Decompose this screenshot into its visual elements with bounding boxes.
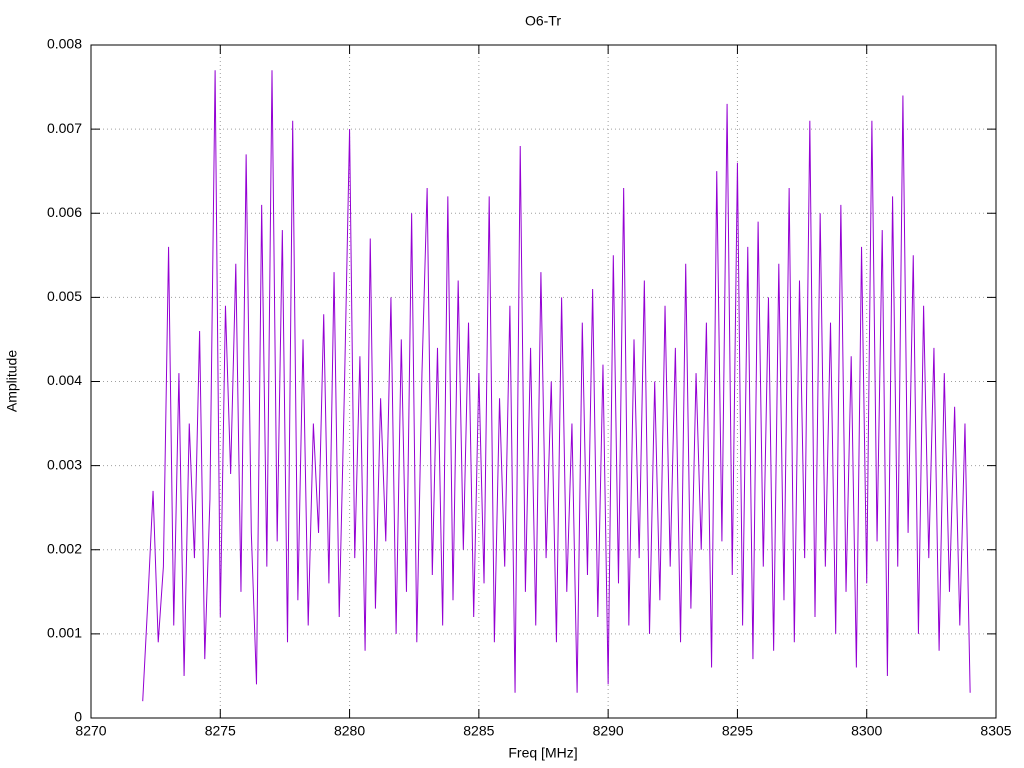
x-tick-label: 8280: [334, 723, 365, 739]
x-tick-label: 8305: [980, 723, 1011, 739]
y-tick-label: 0.006: [47, 204, 82, 220]
y-tick-label: 0.008: [47, 36, 82, 52]
plot-border: [90, 44, 997, 719]
y-tick-label: 0.001: [47, 625, 82, 641]
x-tick-label: 8270: [75, 723, 106, 739]
x-tick-label: 8295: [722, 723, 753, 739]
x-tick-label: 8275: [205, 723, 236, 739]
y-tick-label: 0.007: [47, 120, 82, 136]
x-tick-label: 8300: [851, 723, 882, 739]
x-tick-label: 8290: [593, 723, 624, 739]
y-axis-label: Amplitude: [4, 350, 20, 412]
y-tick-label: 0.005: [47, 288, 82, 304]
y-tick-label: 0.003: [47, 456, 82, 472]
x-tick-label: 8285: [463, 723, 494, 739]
y-tick-label: 0: [74, 709, 82, 725]
chart-title: O6-Tr: [525, 13, 561, 29]
data-line: [142, 70, 971, 702]
y-tick-label: 0.002: [47, 540, 82, 556]
x-axis-label: Freq [MHz]: [508, 745, 577, 761]
y-tick-label: 0.004: [47, 372, 82, 388]
